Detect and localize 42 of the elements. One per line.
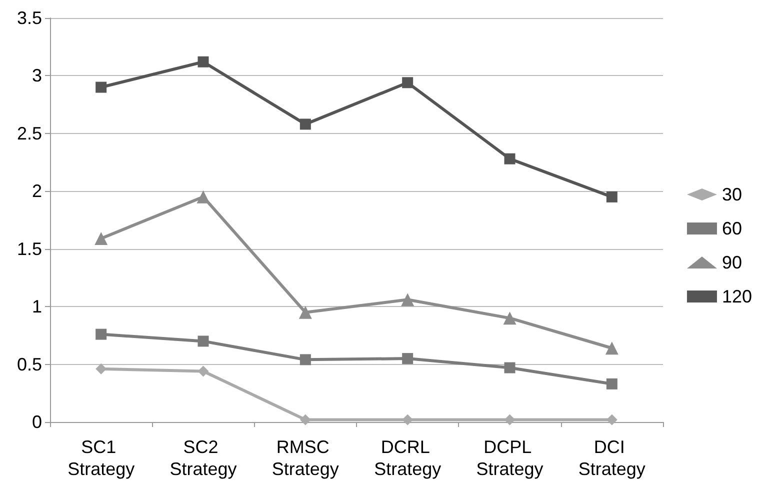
point — [401, 293, 414, 306]
y-tick-label: 1.5 — [16, 238, 42, 259]
x-tick-label: DCPL Strategy — [476, 437, 544, 479]
x-tick-label: DCRL Strategy — [374, 437, 442, 479]
x-tick-label: RMSC Strategy — [272, 437, 339, 479]
point — [402, 414, 414, 426]
point — [96, 82, 107, 93]
point — [605, 342, 618, 355]
y-tick-label: 1 — [32, 296, 42, 317]
point — [198, 366, 209, 377]
point — [503, 312, 516, 325]
point — [298, 306, 312, 319]
point — [606, 414, 618, 426]
point — [504, 153, 516, 164]
point — [606, 191, 618, 202]
point — [198, 336, 209, 347]
y-tick-label: 2 — [32, 181, 42, 202]
y-tick-label: 2.5 — [16, 123, 42, 144]
point — [300, 354, 311, 366]
x-tick-label: SC1 Strategy — [68, 437, 135, 479]
legend-label: 30 — [722, 184, 742, 204]
y-tick-label: 3.5 — [16, 8, 42, 28]
point — [402, 77, 414, 88]
point — [300, 414, 311, 426]
point — [300, 118, 311, 130]
point — [96, 328, 107, 340]
legend-label: 90 — [722, 252, 742, 272]
point — [94, 232, 108, 245]
x-tick-label: DCI Strategy — [578, 437, 646, 479]
legend-label: 120 — [722, 286, 752, 306]
y-tick-label: 0.5 — [16, 354, 42, 374]
legend-label: 60 — [722, 218, 742, 238]
point — [504, 414, 516, 426]
point — [402, 353, 414, 364]
y-tick-label: 3 — [32, 66, 42, 86]
point — [196, 190, 210, 204]
point — [504, 362, 516, 374]
point — [96, 363, 107, 374]
x-tick-label: SC2 Strategy — [170, 437, 237, 479]
point — [606, 378, 618, 390]
y-tick-label: 0 — [32, 412, 42, 432]
point — [198, 56, 209, 68]
